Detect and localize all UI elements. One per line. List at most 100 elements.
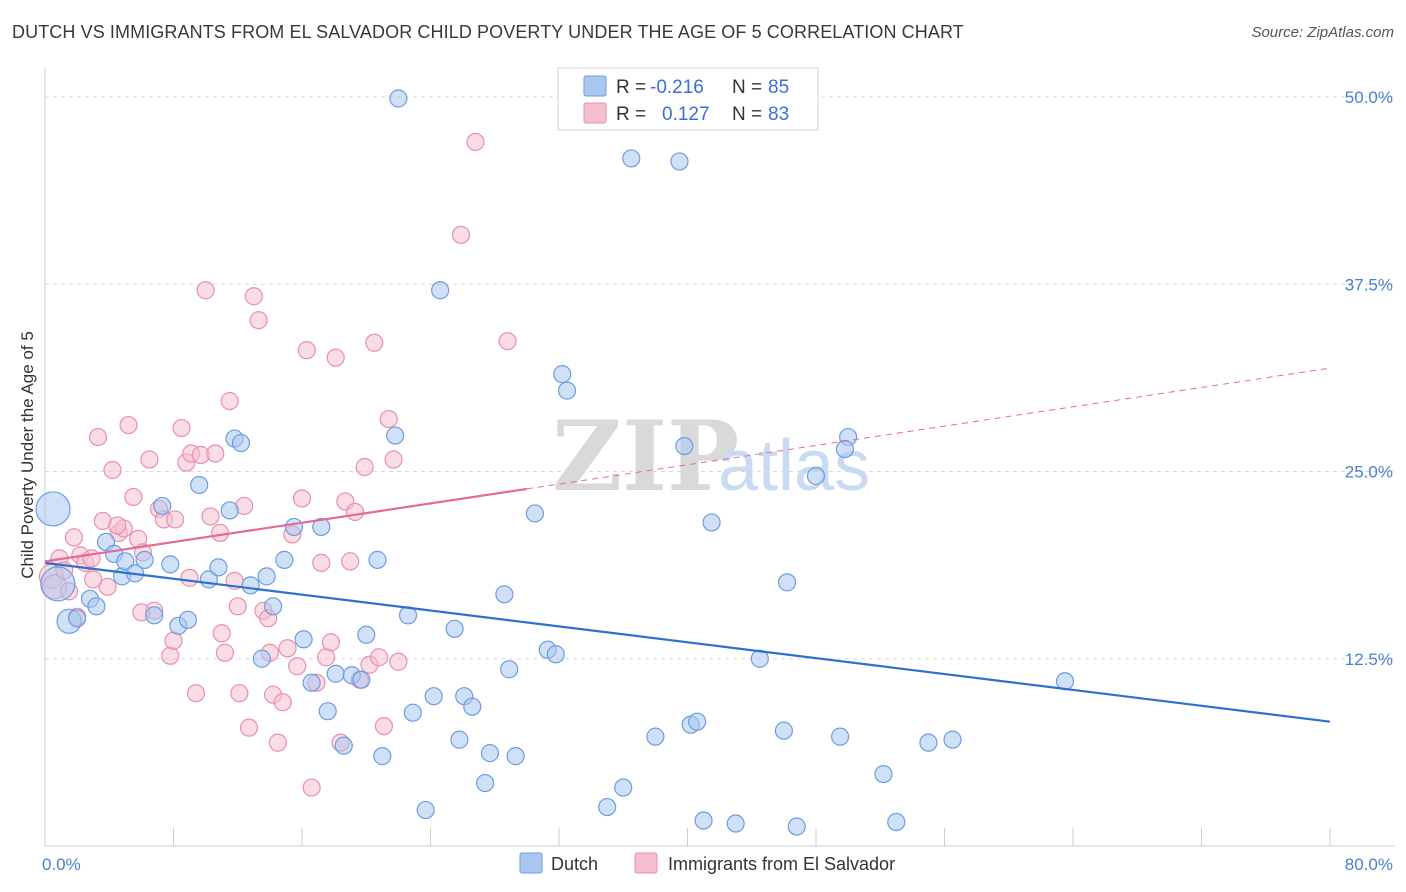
legend-n-label-salvador: N = <box>732 104 762 125</box>
salvador-point-30 <box>196 281 215 300</box>
salvador-point-80 <box>84 570 103 589</box>
dutch-point-22 <box>231 433 251 453</box>
dutch-point-51 <box>476 773 495 793</box>
salvador-point-45 <box>268 733 288 752</box>
y-tick-label-1: 25.0% <box>1345 463 1393 482</box>
dutch-point-55 <box>506 747 525 766</box>
dutch-point-0 <box>35 491 71 527</box>
salvador-point-5 <box>64 528 84 547</box>
salvador-point-41 <box>249 311 268 330</box>
dutch-point-47 <box>445 619 464 638</box>
salvador-point-61 <box>345 502 365 522</box>
salvador-point-51 <box>297 341 316 360</box>
dutch-point-63 <box>622 149 641 168</box>
salvador-point-34 <box>215 643 234 662</box>
dutch-point-61 <box>598 797 617 817</box>
dutch-point-14 <box>161 555 180 574</box>
watermark: ZIP atlas <box>552 400 870 513</box>
legend-r-value-salvador: 0.127 <box>662 104 710 125</box>
x-tick-label-0: 0.0% <box>42 855 81 874</box>
dutch-point-69 <box>702 513 721 532</box>
dutch-point-59 <box>553 365 572 384</box>
dutch-point-72 <box>774 721 793 740</box>
y-tick-label-0: 12.5% <box>1345 650 1393 669</box>
salvador-point-68 <box>379 409 398 429</box>
salvador-point-55 <box>316 648 336 667</box>
bottom-legend-swatch-dutch <box>519 852 543 874</box>
salvador-point-33 <box>210 523 230 543</box>
salvador-point-63 <box>355 457 374 477</box>
dutch-point-9 <box>116 552 135 571</box>
axes <box>44 68 1395 847</box>
bottom-legend: Dutch Immigrants from El Salvador <box>519 852 895 874</box>
salvador-point-12 <box>103 460 122 480</box>
salvador-point-47 <box>278 639 297 658</box>
dutch-point-25 <box>257 567 276 586</box>
dutch-point-83 <box>835 439 855 459</box>
dutch-point-43 <box>403 703 422 722</box>
dutch-point-16 <box>178 610 198 629</box>
salvador-point-37 <box>230 684 249 703</box>
dutch-point-23 <box>241 576 260 595</box>
y-tick-label-2: 37.5% <box>1345 275 1393 294</box>
salvador-point-54 <box>312 553 331 572</box>
dutch-point-53 <box>495 585 514 604</box>
salvador-point-74 <box>108 516 127 535</box>
dutch-point-13 <box>153 496 172 516</box>
salvador-point-32 <box>206 444 225 463</box>
dutch-point-73 <box>777 573 797 592</box>
salvador-point-19 <box>140 450 159 469</box>
salvador-point-73 <box>498 332 517 351</box>
salvador-point-65 <box>365 333 384 352</box>
salvador-point-52 <box>302 778 321 797</box>
dutch-point-68 <box>694 811 713 830</box>
salvador-point-82 <box>212 624 231 643</box>
dutch-point-76 <box>830 727 850 746</box>
bottom-legend-dutch: Dutch <box>551 854 598 874</box>
chart-title: DUTCH VS IMMIGRANTS FROM EL SALVADOR CHI… <box>12 22 964 42</box>
dutch-point-48 <box>450 730 469 749</box>
dutch-point-39 <box>373 747 392 766</box>
trend-line-dutch <box>44 561 1331 723</box>
salvador-point-35 <box>220 391 239 411</box>
legend-n-value-salvador: 83 <box>768 104 789 125</box>
salvador-point-69 <box>384 450 403 469</box>
series-salvador-points <box>38 132 517 797</box>
dutch-point-84 <box>646 727 665 746</box>
dutch-point-36 <box>352 670 371 689</box>
salvador-point-76 <box>180 568 199 587</box>
dutch-point-67 <box>688 712 707 731</box>
dutch-point-56 <box>525 504 545 523</box>
dutch-point-30 <box>302 673 321 692</box>
dutch-point-5 <box>87 597 106 616</box>
salvador-point-71 <box>451 225 471 244</box>
trend-lines <box>44 367 1331 723</box>
legend: R = -0.216 N = 85 R = 0.127 N = 83 <box>557 67 819 131</box>
dutch-point-1 <box>40 566 76 602</box>
legend-swatch-dutch <box>583 75 607 97</box>
dutch-point-78 <box>874 764 893 784</box>
dutch-point-37 <box>357 625 376 644</box>
dutch-point-33 <box>326 664 345 683</box>
dutch-point-64 <box>670 152 689 171</box>
source-note: Source: ZipAtlas.com <box>1251 24 1394 41</box>
dutch-point-11 <box>135 550 154 569</box>
salvador-point-50 <box>292 489 312 508</box>
dutch-point-50 <box>463 697 482 716</box>
grid-lines <box>45 96 1395 660</box>
salvador-point-57 <box>326 348 345 367</box>
dutch-point-32 <box>318 702 337 721</box>
dutch-point-20 <box>220 501 239 520</box>
dutch-point-46 <box>431 281 450 300</box>
legend-r-value-dutch: -0.216 <box>650 77 704 98</box>
dutch-point-65 <box>675 436 694 456</box>
dutch-point-38 <box>368 550 387 569</box>
legend-r-label-dutch: R = <box>616 77 646 98</box>
dutch-point-70 <box>726 814 745 833</box>
trend-line-salvador <box>44 487 528 563</box>
salvador-point-25 <box>172 418 191 438</box>
salvador-point-81 <box>164 631 183 650</box>
y-tick-label-3: 50.0% <box>1345 88 1393 107</box>
salvador-point-9 <box>88 427 108 447</box>
trend-line-salvador-dashed <box>526 367 1331 490</box>
